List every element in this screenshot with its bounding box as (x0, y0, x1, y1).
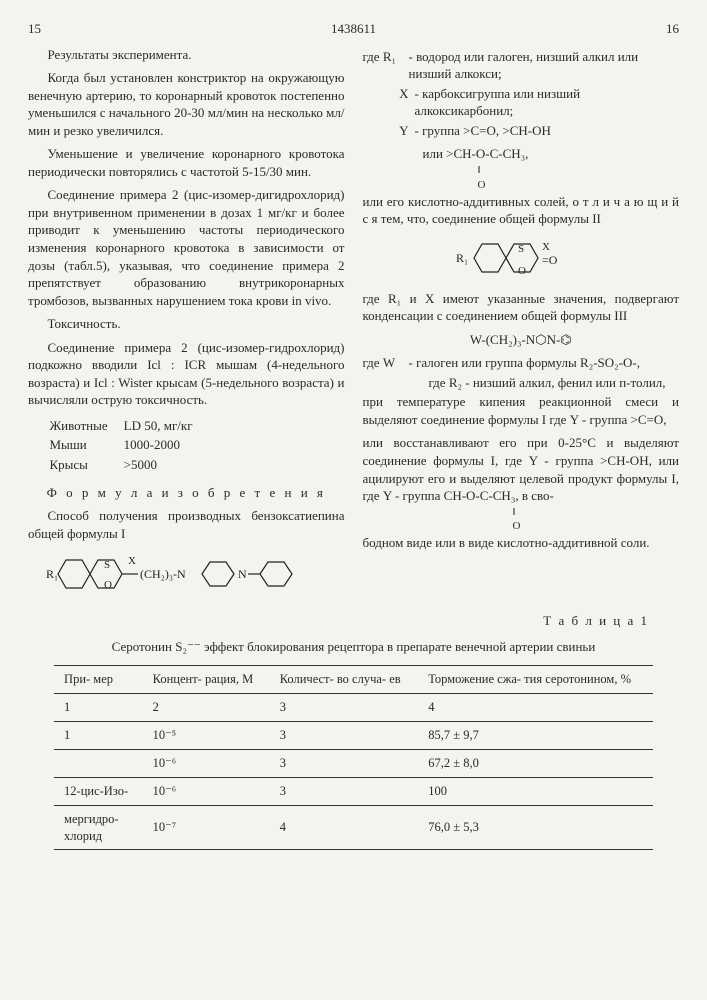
svg-text:N: N (238, 567, 247, 581)
cell: 85,7 ± 9,7 (418, 722, 653, 750)
col-header: Торможение сжа- тия серотонином, % (418, 666, 653, 694)
table-label: Т а б л и ц а 1 (28, 612, 679, 630)
def-r2: где R₂ - низший алкил, фенил или п-толил… (363, 374, 680, 392)
cell: 3 (270, 749, 419, 777)
def-label: X (363, 85, 415, 120)
para: Соединение примера 2 (цис-изомер-гидрохл… (28, 339, 345, 409)
cell: 100 (418, 777, 653, 805)
def-y: Y - группа >C=O, >CH-OH (363, 122, 680, 140)
doc-number: 1438611 (331, 20, 376, 38)
cell: 1 (54, 722, 143, 750)
cell: 3 (270, 777, 419, 805)
col-header: При- мер (54, 666, 143, 694)
cell: мергидро- хлорид (54, 805, 143, 850)
def-body: - водород или галоген, низший алкил или … (409, 48, 680, 83)
cell: >5000 (124, 456, 207, 474)
col-num: 3 (270, 694, 419, 722)
svg-text:S: S (518, 243, 524, 255)
def-body: где R₂ - низший алкил, фенил или п-толил… (409, 374, 680, 392)
para: бодном виде или в виде кислотно-аддитивн… (363, 534, 680, 552)
svg-text:X: X (542, 241, 550, 253)
table-row: 12-цис-Изо-10⁻⁶3100 (54, 777, 653, 805)
col-num: 2 (143, 694, 270, 722)
col-header: Количест- во случа- ев (270, 666, 419, 694)
col-num: 1 (54, 694, 143, 722)
structural-formula-1: R₁ S O X (CH₂)₃-N N (28, 548, 345, 600)
svg-text:O: O (518, 265, 526, 277)
right-column: где R₁ - водород или галоген, низший алк… (363, 46, 680, 607)
cell: Животные (50, 417, 122, 435)
cell: 10⁻⁶ (143, 777, 270, 805)
toxicity-table: ЖивотныеLD 50, мг/кг Мыши1000-2000 Крысы… (48, 415, 209, 476)
svg-text:R₁: R₁ (46, 567, 58, 581)
def-r1: где R₁ - водород или галоген, низший алк… (363, 48, 680, 83)
para: Уменьшение и увеличение коронарного кров… (28, 145, 345, 180)
page-right: 16 (666, 20, 679, 38)
cell: 4 (270, 805, 419, 850)
data-table: При- мер Концент- рация, М Количест- во … (54, 665, 653, 850)
two-column-body: Результаты эксперимента. Когда был устан… (28, 46, 679, 607)
cell: 10⁻⁶ (143, 749, 270, 777)
def-label: где R₁ (363, 48, 409, 83)
cell (54, 749, 143, 777)
double-bond-o: ‖O (363, 163, 680, 193)
def-body: - галоген или группа формулы R₂-SO₂-O-, (409, 354, 680, 372)
col-num: 4 (418, 694, 653, 722)
col-header: Концент- рация, М (143, 666, 270, 694)
para: Соединение примера 2 (цис-изомер-дигидро… (28, 186, 345, 309)
def-label (363, 374, 409, 392)
para: Токсичность. (28, 315, 345, 333)
def-body: - карбоксигруппа или низший алкоксикарбо… (415, 85, 680, 120)
svg-text:(CH₂)₃-N: (CH₂)₃-N (140, 567, 186, 581)
def-w: где W - галоген или группа формулы R₂-SO… (363, 354, 680, 372)
svg-text:=O: =O (542, 253, 558, 267)
cell: Мыши (50, 436, 122, 454)
def-x: X - карбоксигруппа или низший алкоксикар… (363, 85, 680, 120)
cell: 10⁻⁵ (143, 722, 270, 750)
formula-heading: Ф о р м у л а и з о б р е т е н и я (28, 484, 345, 502)
page-header: 15 1438611 16 (28, 20, 679, 38)
table-row: мергидро- хлорид10⁻⁷476,0 ± 5,3 (54, 805, 653, 850)
cell: Крысы (50, 456, 122, 474)
structural-formula-3: W-(CH₂)₃-N⬡N-⌬ (363, 331, 680, 349)
svg-text:O: O (104, 579, 112, 591)
para: Способ получения производных бензоксатие… (28, 507, 345, 542)
para: Когда был установлен констриктор на окру… (28, 69, 345, 139)
table-caption: Серотонин S₂⁻⁻ эффект блокирования рецеп… (93, 638, 614, 656)
cell: 67,2 ± 8,0 (418, 749, 653, 777)
para: Результаты эксперимента. (28, 46, 345, 64)
def-label: где W (363, 354, 409, 372)
svg-text:S: S (104, 559, 110, 571)
svg-text:R₁: R₁ (456, 251, 468, 265)
para: где R₁ и X имеют указанные значения, под… (363, 290, 680, 325)
cell: 1000-2000 (124, 436, 207, 454)
def-label: Y (363, 122, 415, 140)
cell: LD 50, мг/кг (124, 417, 207, 435)
para: или его кислотно-аддитивных солей, о т л… (363, 193, 680, 228)
table-row: 10⁻⁶367,2 ± 8,0 (54, 749, 653, 777)
def-body: - группа >C=O, >CH-OH (415, 122, 680, 140)
y-extra-formula: или >CH-O-C-CH₃, (363, 145, 680, 163)
cell: 3 (270, 722, 419, 750)
cell: 76,0 ± 5,3 (418, 805, 653, 850)
left-column: Результаты эксперимента. Когда был устан… (28, 46, 345, 607)
svg-text:X: X (128, 555, 136, 567)
cell: 10⁻⁷ (143, 805, 270, 850)
page-left: 15 (28, 20, 41, 38)
para: или восстанавливают его при 0-25°C и выд… (363, 434, 680, 504)
cell: 12-цис-Изо- (54, 777, 143, 805)
para: при температуре кипения реакционной смес… (363, 393, 680, 428)
double-bond-o-2: ‖O (363, 505, 680, 535)
structural-formula-2: R₁ S X O =O (363, 234, 680, 284)
table-row: 110⁻⁵385,7 ± 9,7 (54, 722, 653, 750)
